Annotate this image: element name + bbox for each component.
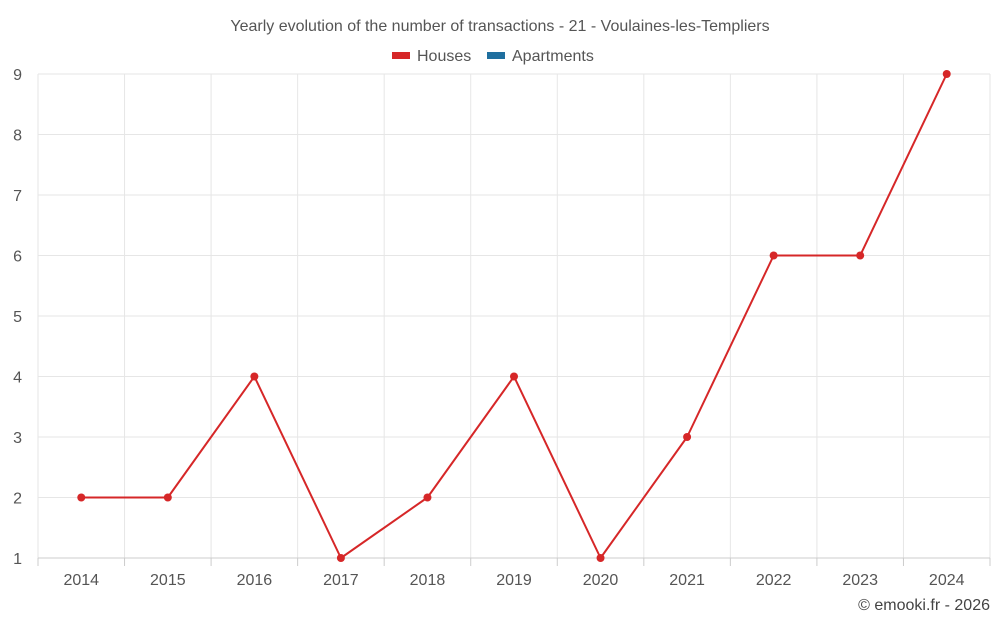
x-tick-label: 2017 <box>323 572 359 589</box>
data-point-houses[interactable] <box>163 493 172 502</box>
y-tick-label: 6 <box>13 249 22 266</box>
y-tick-label: 4 <box>13 370 22 387</box>
chart-title: Yearly evolution of the number of transa… <box>230 18 769 35</box>
credit-text: © emooki.fr - 2026 <box>858 597 990 614</box>
data-point-houses[interactable] <box>510 372 518 381</box>
x-tick-label: 2024 <box>929 572 965 589</box>
x-tick-label: 2018 <box>410 572 446 589</box>
legend-label-apartments[interactable]: Apartments <box>512 48 594 65</box>
data-point-houses[interactable] <box>250 372 259 381</box>
grid <box>37 73 991 559</box>
y-tick-label: 7 <box>13 188 22 205</box>
axes: 1 2 3 4 5 6 7 8 9 2014 2015 2016 2017 2018 2019 2020 202… <box>13 67 991 589</box>
y-tick-label: 1 <box>13 551 22 568</box>
data-point-houses[interactable] <box>423 493 432 502</box>
y-tick-label: 5 <box>13 309 22 326</box>
y-tick-label: 8 <box>13 128 22 145</box>
x-tick-label: 2014 <box>63 572 99 589</box>
x-tick-label: 2016 <box>237 572 273 589</box>
y-tick-label: 9 <box>13 67 22 84</box>
legend-label-houses[interactable]: Houses <box>417 48 471 65</box>
x-tick-label: 2023 <box>842 572 878 589</box>
data-point-houses[interactable] <box>336 554 345 562</box>
data-point-houses[interactable] <box>683 433 692 441</box>
x-tick-label: 2022 <box>756 572 792 589</box>
x-tick-label: 2020 <box>583 572 619 589</box>
x-tick-label: 2015 <box>150 572 186 589</box>
y-tick-label: 2 <box>13 491 22 508</box>
y-tick-label: 3 <box>13 430 22 447</box>
data-point-houses[interactable] <box>769 251 778 260</box>
legend-swatch-apartments <box>487 52 505 59</box>
series <box>77 70 951 562</box>
data-point-houses[interactable] <box>77 493 86 502</box>
x-tick-label: 2019 <box>496 572 532 589</box>
x-tick-label: 2021 <box>669 572 705 589</box>
data-point-houses[interactable] <box>596 554 605 562</box>
legend-swatch-houses <box>392 52 410 59</box>
data-point-houses[interactable] <box>942 70 951 78</box>
data-point-houses[interactable] <box>856 251 865 260</box>
legend: Houses Apartments <box>392 48 594 65</box>
